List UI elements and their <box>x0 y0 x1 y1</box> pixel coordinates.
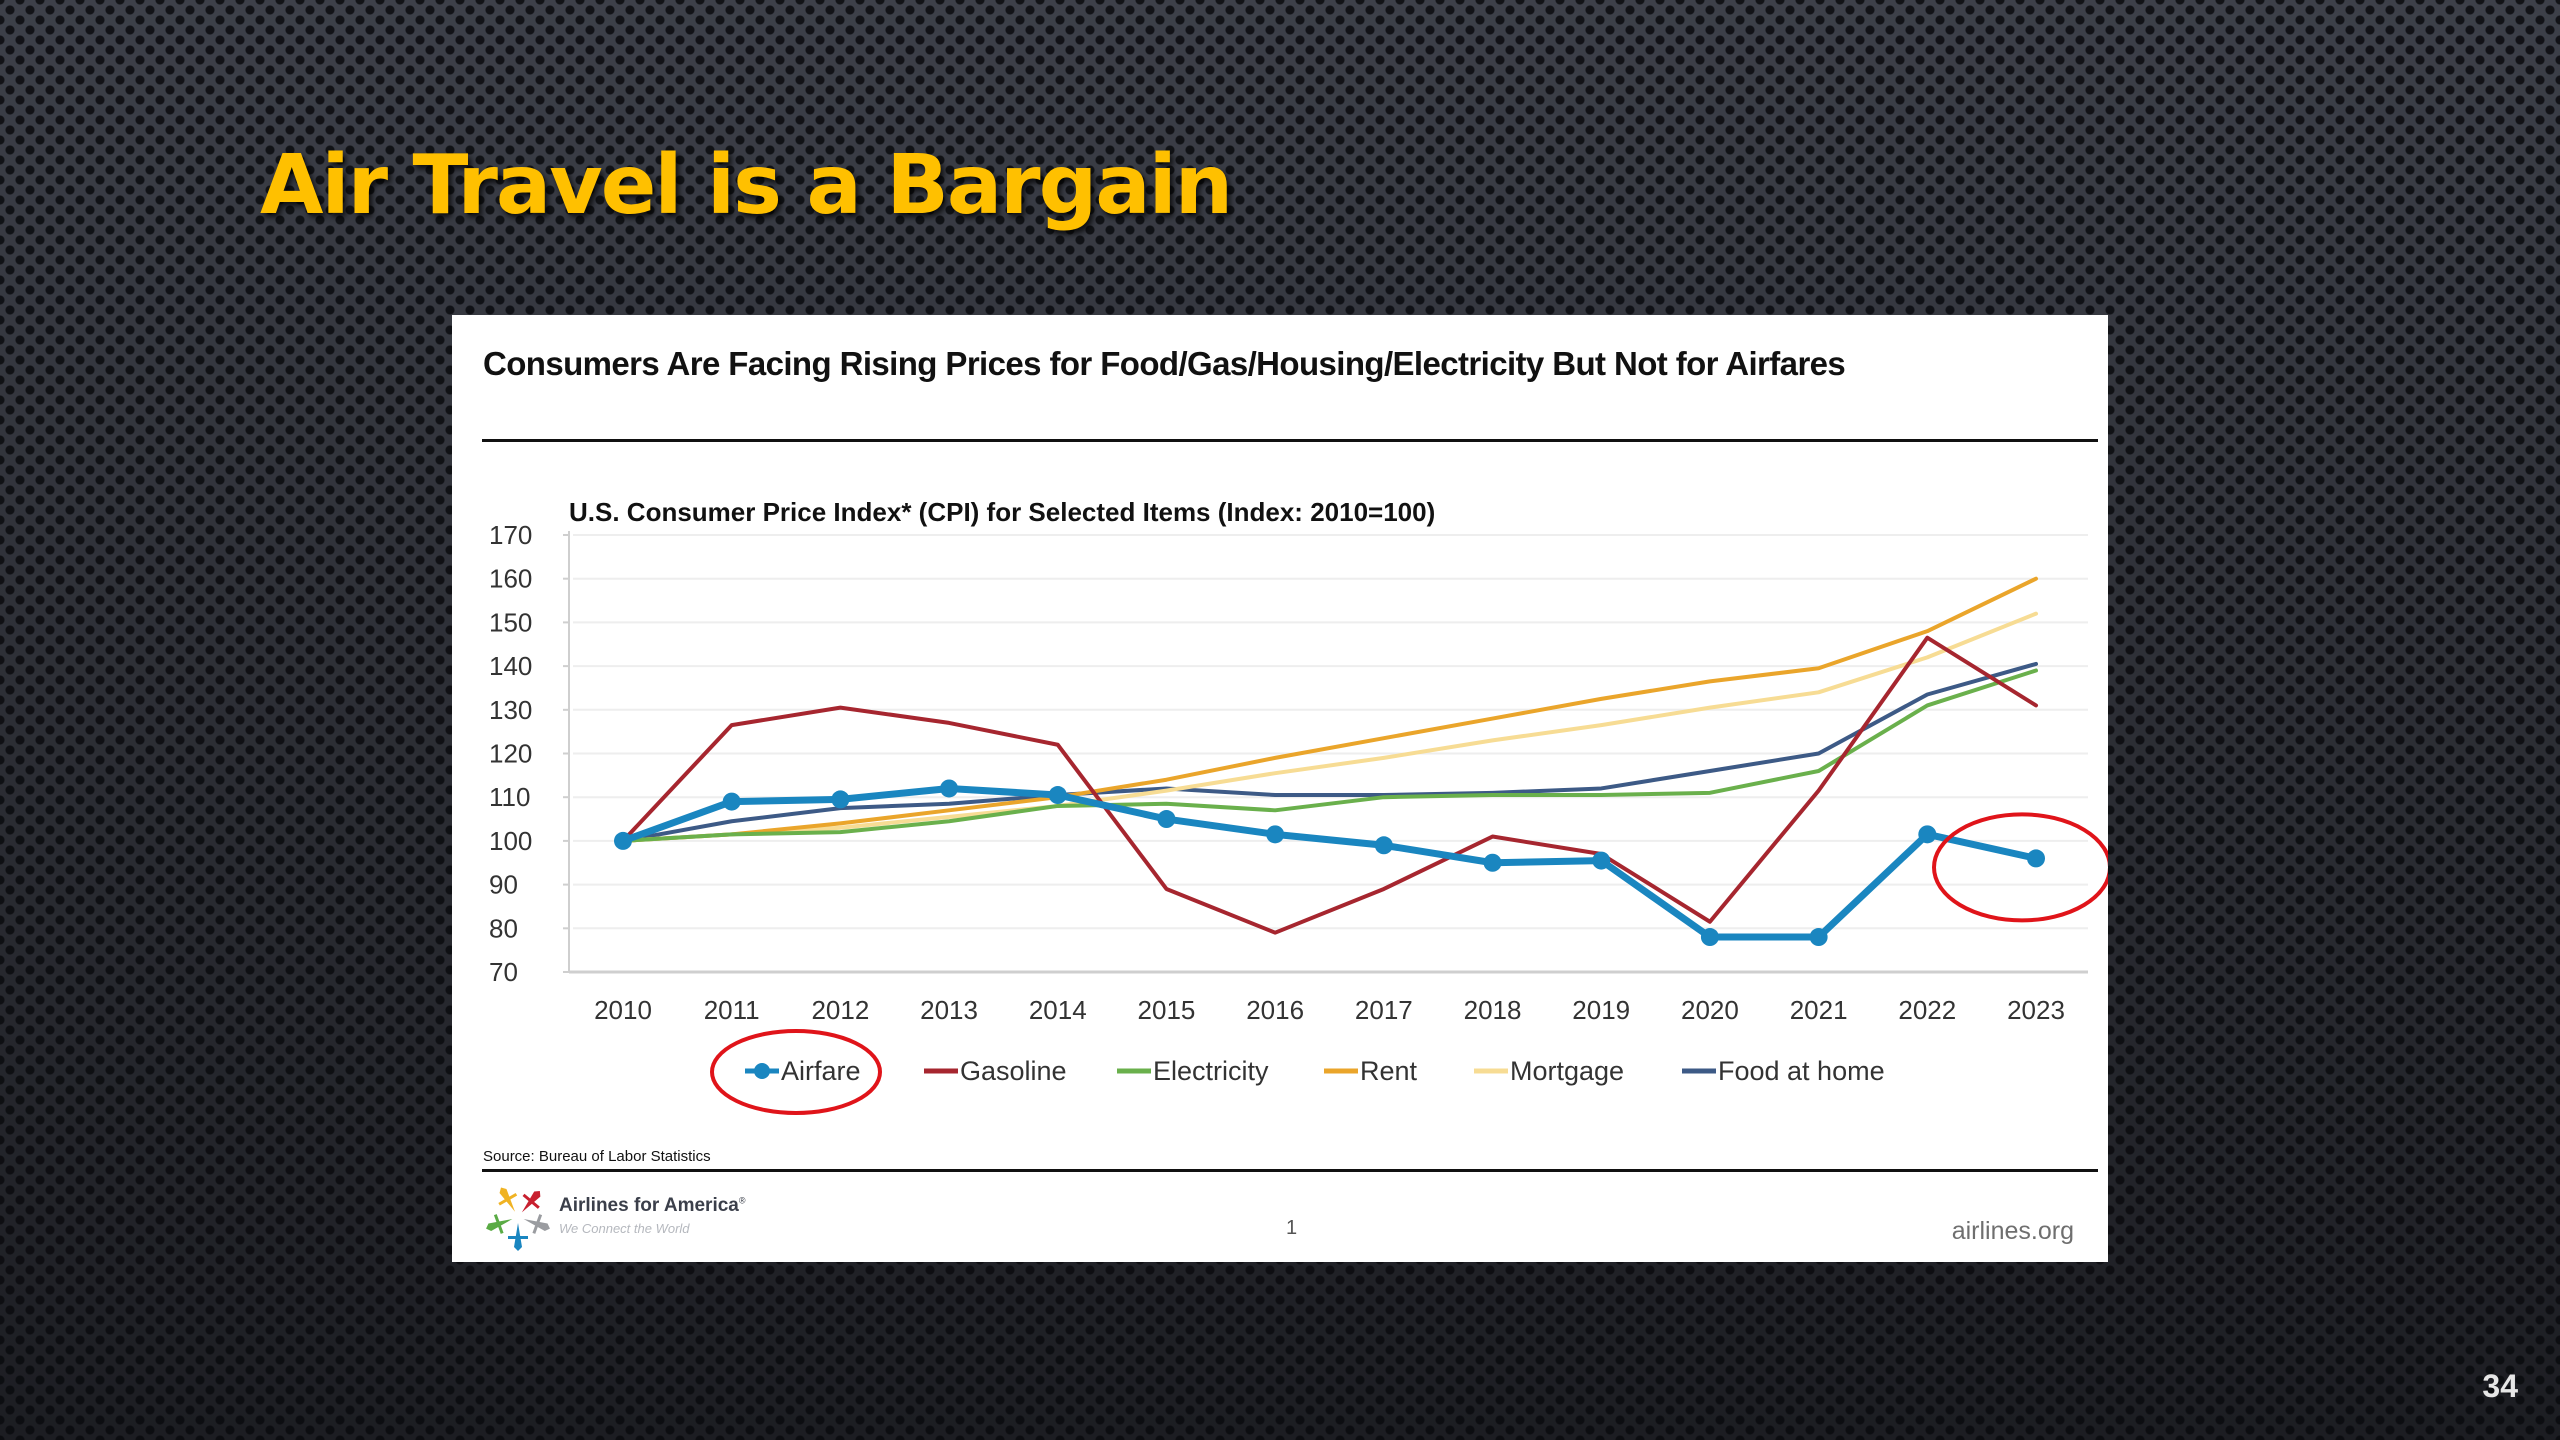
chart-title: U.S. Consumer Price Index* (CPI) for Sel… <box>569 497 1435 527</box>
legend-label: Gasoline <box>960 1056 1067 1086</box>
x-tick-label: 2022 <box>1898 995 1956 1025</box>
data-point-airfare <box>722 792 741 811</box>
series-line-food-at-home <box>621 661 2038 843</box>
data-point-airfare <box>940 779 959 798</box>
series-line-rent <box>621 576 2038 843</box>
x-tick-label: 2017 <box>1355 995 1413 1025</box>
legend-item-food-at-home: Food at home <box>1682 1056 1885 1086</box>
legend-item-gasoline: Gasoline <box>924 1056 1067 1086</box>
x-tick-label: 2010 <box>594 995 652 1025</box>
airlines-for-america-logo: Airlines for America® We Connect the Wor… <box>482 1181 752 1253</box>
y-tick-label: 80 <box>489 913 518 943</box>
x-tick-label: 2020 <box>1681 995 1739 1025</box>
legend-item-mortgage: Mortgage <box>1474 1056 1624 1086</box>
footer-url: airlines.org <box>1951 1217 2074 1245</box>
legend-label: Electricity <box>1153 1056 1269 1086</box>
card-page-number: 1 <box>1286 1217 1298 1239</box>
slide-title: Air Travel is a Bargain <box>260 138 1233 233</box>
x-tick-label: 2013 <box>920 995 978 1025</box>
legend-item-electricity: Electricity <box>1117 1056 1269 1086</box>
legend-marker <box>754 1063 770 1079</box>
data-point-airfare <box>1700 928 1719 947</box>
y-tick-label: 170 <box>489 520 532 550</box>
x-tick-label: 2015 <box>1138 995 1196 1025</box>
chart-card: Consumers Are Facing Rising Prices for F… <box>452 315 2108 1262</box>
y-tick-label: 110 <box>489 782 530 812</box>
cpi-line-chart: U.S. Consumer Price Index* (CPI) for Sel… <box>489 497 2108 1115</box>
data-point-airfare <box>1157 810 1176 829</box>
logo-name: Airlines for America® <box>559 1195 746 1217</box>
data-point-airfare <box>831 790 850 809</box>
highlight-circle-airfare-legend <box>710 1029 882 1115</box>
x-tick-label: 2018 <box>1464 995 1522 1025</box>
data-point-airfare <box>2027 849 2045 868</box>
legend-label: Rent <box>1360 1056 1418 1086</box>
y-tick-label: 130 <box>489 695 532 725</box>
registered-mark: ® <box>738 1195 746 1206</box>
legend-item-airfare: Airfare <box>745 1056 861 1086</box>
logo-name-text: Airlines for America <box>559 1195 739 1216</box>
data-point-airfare <box>1483 853 1502 872</box>
y-tick-label: 90 <box>489 870 518 900</box>
highlight-circle-airfare-2023 <box>1932 812 2108 923</box>
data-point-airfare <box>1918 825 1937 844</box>
x-tick-label: 2019 <box>1572 995 1630 1025</box>
heading-rule <box>482 439 2098 442</box>
legend-label: Food at home <box>1718 1056 1885 1086</box>
star-planes-logo-icon <box>486 1187 550 1251</box>
logo-tagline: We Connect the World <box>559 1221 690 1236</box>
data-point-airfare <box>1266 825 1285 844</box>
series-line-airfare <box>619 784 2040 941</box>
legend-label: Mortgage <box>1510 1056 1624 1086</box>
source-note: Source: Bureau of Labor Statistics <box>483 1148 711 1165</box>
x-tick-label: 2021 <box>1790 995 1848 1025</box>
data-point-airfare <box>1048 786 1067 805</box>
data-point-airfare <box>1592 851 1611 870</box>
legend-item-rent: Rent <box>1324 1056 1418 1086</box>
y-tick-label: 150 <box>489 607 532 637</box>
x-tick-label: 2016 <box>1246 995 1304 1025</box>
y-tick-label: 140 <box>489 651 532 681</box>
series-line-electricity <box>621 668 2038 843</box>
data-point-airfare <box>614 831 632 850</box>
y-tick-label: 160 <box>489 564 532 594</box>
y-tick-label: 70 <box>489 957 518 987</box>
card-heading: Consumers Are Facing Rising Prices for F… <box>483 345 1846 382</box>
x-tick-label: 2012 <box>811 995 869 1025</box>
y-tick-label: 100 <box>489 826 532 856</box>
x-tick-label: 2023 <box>2007 995 2065 1025</box>
data-point-airfare <box>1809 928 1828 947</box>
footer-rule <box>482 1169 2098 1172</box>
legend-label: Airfare <box>781 1056 861 1086</box>
data-point-airfare <box>1374 836 1393 855</box>
x-tick-label: 2011 <box>704 995 760 1025</box>
slide-number: 34 <box>2482 1368 2518 1404</box>
series-line-mortgage <box>621 611 2038 843</box>
series-line-gasoline <box>621 635 2038 935</box>
y-tick-label: 120 <box>489 739 532 769</box>
x-tick-label: 2014 <box>1029 995 1087 1025</box>
